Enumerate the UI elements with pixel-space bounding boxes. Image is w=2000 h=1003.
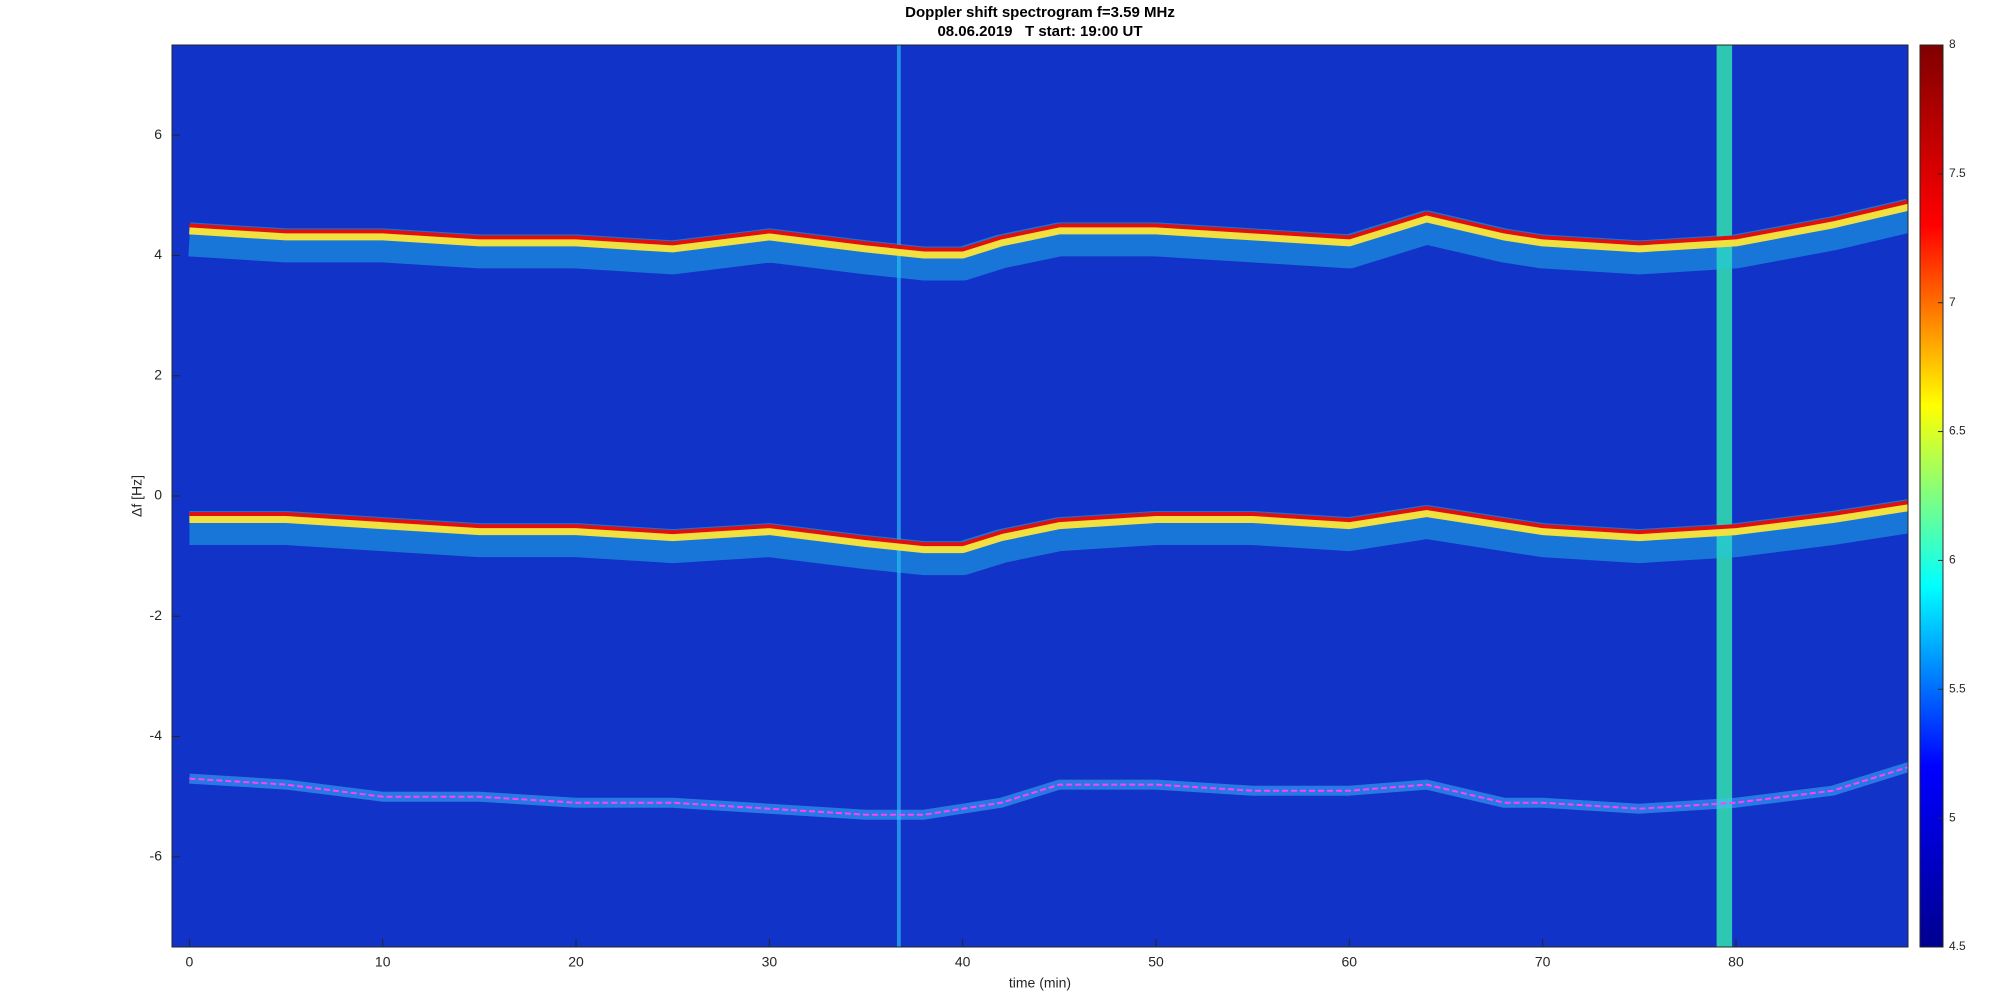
chart-subtitle: 08.06.2019 T start: 19:00 UT	[937, 23, 1142, 40]
trace-line	[189, 500, 1908, 547]
y-tick-label: -6	[150, 848, 163, 864]
echo-spread	[189, 499, 1908, 576]
chart-title: Doppler shift spectrogram f=3.59 MHz	[905, 4, 1175, 21]
x-tick-label: 30	[762, 954, 778, 970]
colorbar-tick-label: 7	[1949, 295, 1956, 309]
y-axis-label: Δf [Hz]	[129, 475, 145, 517]
colorbar-tick-label: 6.5	[1949, 424, 1966, 438]
plot-area	[188, 45, 1908, 947]
colorbar-tick-label: 5.5	[1949, 681, 1966, 695]
x-tick-label: 60	[1342, 954, 1358, 970]
trace-line	[189, 199, 1908, 252]
x-tick-label: 10	[375, 954, 391, 970]
echo-spread	[188, 198, 1908, 281]
colorbar-tick-label: 7.5	[1949, 166, 1966, 180]
trace-line	[189, 766, 1908, 816]
y-tick-label: 2	[154, 366, 162, 382]
x-tick-label: 80	[1728, 954, 1744, 970]
x-axis-label: time (min)	[1009, 975, 1071, 991]
colorbar	[1919, 44, 1944, 948]
x-tick-label: 40	[955, 954, 971, 970]
burst-band	[896, 45, 901, 947]
colorbar-tick-label: 6	[1949, 553, 1956, 567]
colorbar-tick-label: 8	[1949, 37, 1956, 51]
colorbar-tick-label: 5	[1949, 810, 1956, 824]
y-tick-label: 6	[154, 126, 162, 142]
y-tick-label: -2	[150, 607, 163, 623]
colorbar-tick-label: 4.5	[1949, 939, 1966, 953]
x-tick-label: 70	[1535, 954, 1551, 970]
echo-band	[189, 200, 1908, 259]
y-tick-label: 0	[154, 487, 162, 503]
echo-band	[189, 501, 1908, 554]
x-tick-label: 20	[568, 954, 584, 970]
y-tick-label: 4	[154, 246, 162, 262]
y-tick-label: -4	[150, 727, 163, 743]
burst-band	[1716, 45, 1733, 947]
x-tick-label: 0	[186, 954, 194, 970]
x-tick-label: 50	[1148, 954, 1164, 970]
